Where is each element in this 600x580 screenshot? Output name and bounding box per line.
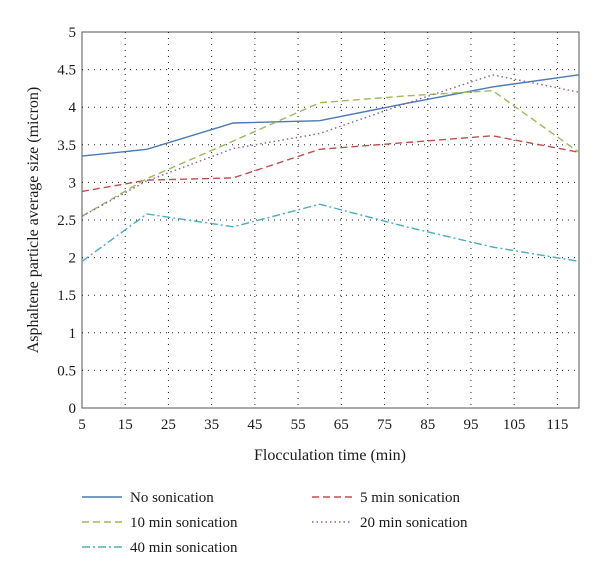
y-axis-label: Asphaltene particle average size (micron… — [25, 87, 42, 354]
x-tick-label: 115 — [546, 417, 568, 433]
y-tick-label: 2 — [69, 251, 77, 267]
legend-label: 40 min sonication — [130, 540, 238, 556]
series-lines — [81, 74, 580, 263]
x-tick-label: 85 — [420, 417, 435, 433]
y-tick-label: 5 — [69, 25, 77, 41]
x-tick-label: 95 — [463, 417, 478, 433]
x-tick-label: 45 — [247, 417, 262, 433]
y-tick-label: 0.5 — [57, 363, 76, 379]
x-tick-label: 25 — [161, 417, 176, 433]
y-tick-labels: 0 0.5 1 1.5 2 2.5 3 3.5 4 4.5 5 — [57, 25, 76, 417]
legend-label: 10 min sonication — [130, 515, 238, 531]
x-tick-label: 75 — [377, 417, 392, 433]
x-tick-label: 5 — [78, 417, 86, 433]
y-tick-label: 1.5 — [57, 288, 76, 304]
series-line — [81, 74, 580, 157]
x-tick-label: 55 — [291, 417, 306, 433]
series-line — [81, 203, 580, 263]
x-tick-label: 105 — [503, 417, 526, 433]
x-tick-label: 15 — [118, 417, 133, 433]
x-tick-label: 65 — [334, 417, 349, 433]
legend-label: 5 min sonication — [360, 490, 460, 506]
y-tick-label: 4.5 — [57, 63, 76, 79]
y-tick-label: 0 — [69, 401, 77, 417]
y-tick-label: 1 — [69, 326, 77, 342]
x-axis-label: Flocculation time (min) — [254, 447, 406, 464]
legend-label: 20 min sonication — [360, 515, 468, 531]
plot-area — [81, 31, 580, 409]
y-tick-label: 3.5 — [57, 138, 76, 154]
series-line — [81, 135, 580, 193]
x-tick-labels: 5 15 25 35 45 55 65 75 85 95 105 115 — [78, 417, 568, 433]
gridlines — [82, 32, 579, 408]
y-tick-label: 4 — [69, 100, 77, 116]
y-tick-label: 2.5 — [57, 213, 76, 229]
legend: No sonication 5 min sonication 10 min soni… — [82, 490, 468, 556]
legend-label: No sonication — [130, 490, 214, 506]
x-tick-label: 35 — [204, 417, 219, 433]
y-tick-label: 3 — [69, 175, 77, 191]
